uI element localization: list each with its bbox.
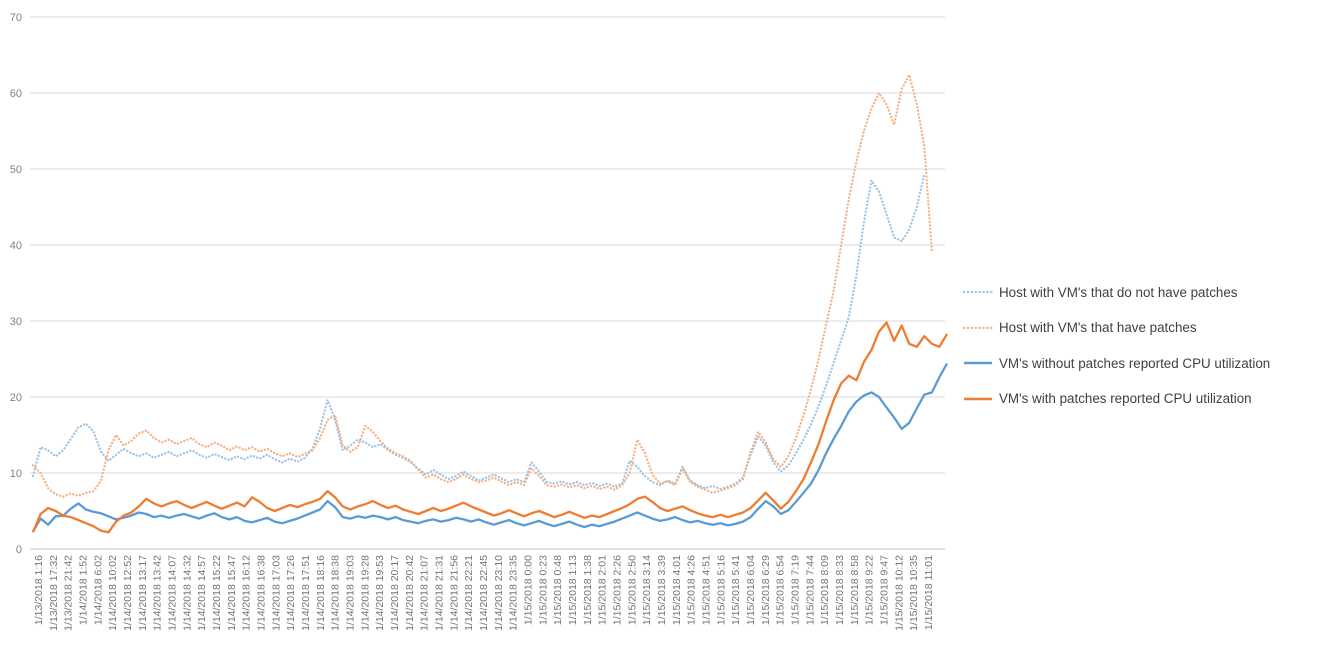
legend-item-host-without-patches[interactable]: Host with VM's that do not have patches (963, 281, 1333, 303)
x-axis-tick-label: 1/15/2018 10:12 (893, 555, 905, 631)
legend-item-label: Host with VM's that do not have patches (999, 284, 1238, 300)
x-axis-tick-label: 1/15/2018 6:04 (745, 555, 757, 625)
legend-item-label: VM's without patches reported CPU utiliz… (999, 355, 1271, 371)
x-axis-tick-label: 1/14/2018 16:12 (241, 555, 253, 631)
x-axis-tick-label: 1/15/2018 3:39 (656, 555, 668, 625)
x-axis-tick-label: 1/15/2018 2:01 (597, 555, 609, 625)
x-axis-tick-label: 1/14/2018 17:51 (300, 555, 312, 631)
y-axis-tick-label: 40 (10, 240, 22, 252)
y-axis-tick-label: 60 (10, 88, 22, 100)
legend-swatch-dotted-orange-line (963, 326, 993, 329)
legend-item-label: Host with VM's that have patches (999, 320, 1197, 335)
legend-swatch-solid-blue-line (964, 361, 992, 365)
x-axis-tick-label: 1/14/2018 20:17 (389, 555, 401, 631)
x-axis-tick-label: 1/14/2018 13:17 (137, 555, 149, 631)
y-axis-tick-label: 50 (10, 164, 22, 176)
x-axis-tick-label: 1/14/2018 15:47 (226, 555, 238, 631)
x-axis-tick-label: 1/14/2018 1:52 (78, 555, 90, 625)
x-axis-tick-label: 1/14/2018 22:21 (463, 555, 475, 631)
x-axis-tick-label: 1/14/2018 19:03 (345, 555, 357, 631)
x-axis-tick-label: 1/14/2018 19:28 (359, 555, 371, 631)
y-axis-tick-label: 20 (10, 392, 22, 404)
x-axis-tick-label: 1/14/2018 22:45 (478, 555, 490, 631)
legend-item-vm-with-patches[interactable]: VM's with patches reported CPU utilizati… (963, 388, 1333, 410)
x-axis-tick-label: 1/15/2018 0:00 (523, 555, 535, 625)
legend-swatch-dotted-blue-line (963, 290, 993, 294)
x-axis-tick-label: 1/14/2018 12:52 (122, 555, 134, 631)
x-axis-tick-label: 1/14/2018 15:22 (211, 555, 223, 631)
x-axis-tick-label: 1/14/2018 14:57 (196, 555, 208, 631)
x-axis-tick-label: 1/15/2018 9:47 (879, 555, 891, 625)
x-axis-tick-label: 1/13/2018 21:42 (63, 555, 75, 631)
x-axis-tick-label: 1/14/2018 10:02 (107, 555, 119, 631)
series-line-vm-without-patches[interactable] (32, 363, 949, 533)
x-axis-tick-label: 1/15/2018 5:16 (715, 555, 727, 625)
x-axis-tick-label: 1/14/2018 18:38 (330, 555, 342, 631)
x-axis-tick-label: 1/14/2018 17:03 (270, 555, 282, 631)
x-axis-tick-label: 1/15/2018 8:58 (849, 555, 861, 625)
x-axis-tick-label: 1/14/2018 19:53 (374, 555, 386, 631)
x-axis-tick-label: 1/15/2018 7:19 (790, 555, 802, 625)
x-axis-tick-label: 1/14/2018 16:38 (256, 555, 268, 631)
x-axis-tick-label: 1/15/2018 7:44 (804, 555, 816, 625)
x-axis-tick-label: 1/15/2018 3:14 (641, 555, 653, 625)
series-line-host-with-patches[interactable] (31, 73, 934, 498)
x-axis-tick-label: 1/14/2018 21:31 (434, 555, 446, 631)
x-axis-tick-label: 1/15/2018 1:38 (582, 555, 594, 625)
series-line-host-without-patches[interactable] (31, 173, 926, 491)
x-axis-tick-label: 1/15/2018 9:22 (864, 555, 876, 625)
x-axis-tick-label: 1/15/2018 1:13 (567, 555, 579, 625)
x-axis-tick-label: 1/14/2018 13:42 (152, 555, 164, 631)
legend-swatch-solid-orange-line (964, 397, 992, 400)
x-axis-tick-label: 1/14/2018 18:16 (315, 555, 327, 631)
x-axis-tick-label: 1/14/2018 23:35 (508, 555, 520, 631)
x-axis-tick-label: 1/15/2018 2:26 (612, 555, 624, 625)
legend-item-host-with-patches[interactable]: Host with VM's that have patches (963, 317, 1333, 339)
y-axis-tick-label: 70 (10, 12, 22, 24)
x-axis-tick-label: 1/14/2018 17:26 (285, 555, 297, 631)
x-axis-tick-label: 1/15/2018 5:41 (730, 555, 742, 625)
chart-legend: Host with VM's that do not have patches … (963, 281, 1333, 423)
x-axis-tick-label: 1/15/2018 8:09 (819, 555, 831, 625)
x-axis-tick-label: 1/15/2018 4:51 (701, 555, 713, 625)
legend-item-label: VM's with patches reported CPU utilizati… (999, 391, 1252, 406)
x-axis-tick-label: 1/15/2018 4:26 (686, 555, 698, 625)
series-line-vm-with-patches[interactable] (31, 321, 948, 534)
x-axis-tick-label: 1/15/2018 11:01 (923, 555, 935, 630)
y-axis-tick-label: 10 (10, 468, 22, 480)
x-axis-tick-label: 1/14/2018 20:42 (404, 555, 416, 631)
x-axis-tick-label: 1/15/2018 8:33 (834, 555, 846, 625)
x-axis-tick-label: 1/13/2018 17:32 (48, 555, 60, 631)
y-axis-tick-label: 30 (10, 316, 22, 328)
x-axis-tick-label: 1/14/2018 14:32 (181, 555, 193, 631)
x-axis-tick-label: 1/15/2018 10:35 (908, 555, 920, 631)
x-axis-tick-label: 1/14/2018 6:02 (92, 555, 104, 625)
x-axis-tick-label: 1/15/2018 0:48 (552, 555, 564, 625)
x-axis-tick-label: 1/14/2018 14:07 (167, 555, 179, 631)
x-axis-tick-label: 1/14/2018 21:07 (419, 555, 431, 631)
x-axis-tick-label: 1/14/2018 21:56 (448, 555, 460, 631)
x-axis-tick-label: 1/15/2018 4:01 (671, 555, 683, 625)
x-axis-tick-label: 1/15/2018 6:29 (760, 555, 772, 625)
x-axis-tick-label: 1/14/2018 23:10 (493, 555, 505, 631)
x-axis-tick-label: 1/15/2018 2:50 (626, 555, 638, 625)
x-axis-tick-label: 1/15/2018 0:23 (537, 555, 549, 625)
y-axis-tick-label: 0 (16, 544, 22, 556)
x-axis-tick-label: 1/15/2018 6:54 (775, 555, 787, 625)
x-axis-tick-label: 1/13/2018 1:16 (33, 555, 45, 625)
legend-item-vm-without-patches[interactable]: VM's without patches reported CPU utiliz… (963, 352, 1333, 374)
